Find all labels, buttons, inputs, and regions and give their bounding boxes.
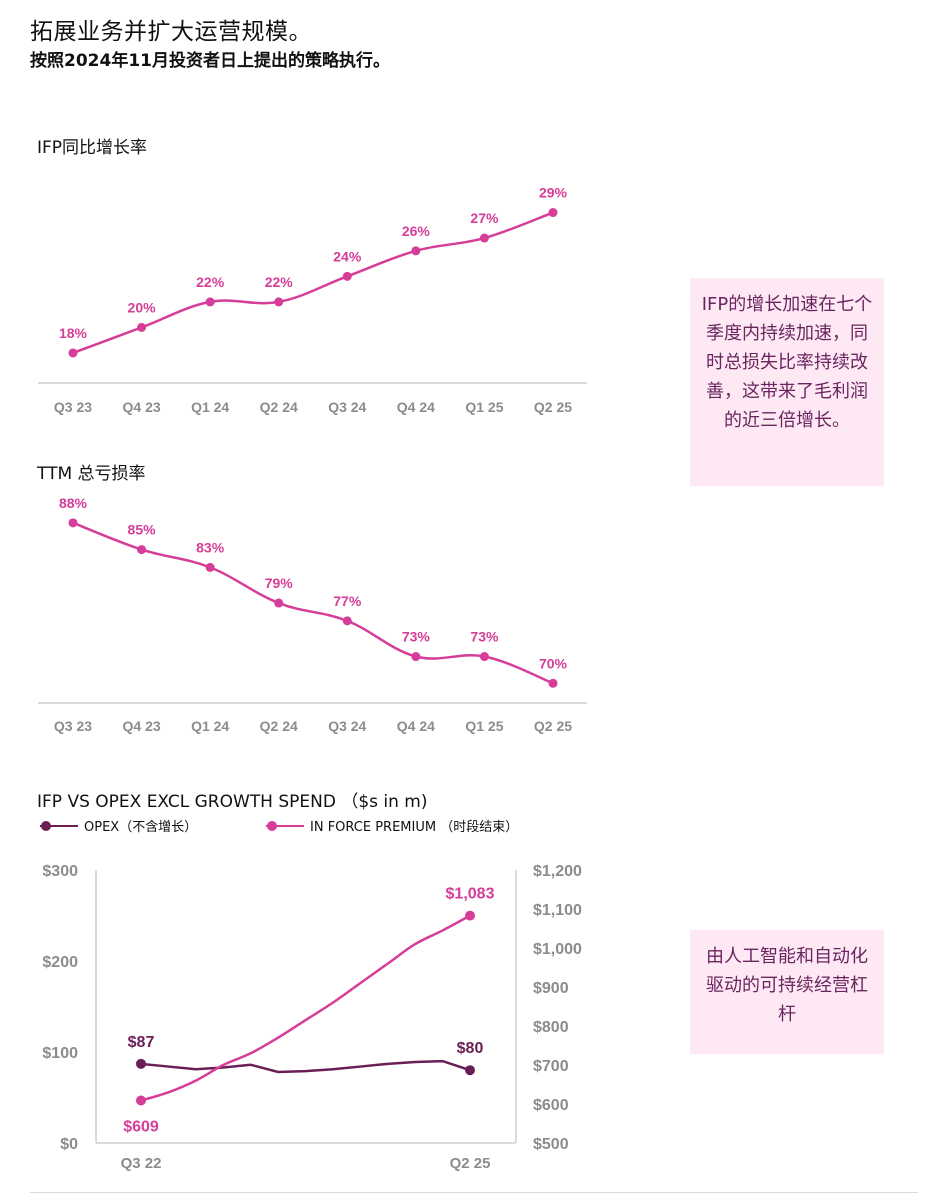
bottom-divider (30, 1192, 918, 1193)
x-tick-label: Q1 25 (465, 399, 503, 415)
legend-opex-label: OPEX（不含增长） (84, 820, 198, 835)
left-tick-label: $300 (42, 863, 78, 880)
data-point (68, 518, 78, 528)
data-point (205, 562, 215, 572)
x-tick-label: Q3 24 (328, 718, 366, 734)
data-point (342, 616, 352, 626)
legend-ifp-label: IN FORCE PREMIUM （时段结束） (310, 820, 519, 835)
ifp-growth-chart-title: IFP同比增长率 (37, 138, 148, 158)
x-tick-label: Q2 24 (260, 399, 298, 415)
opex-point (136, 1058, 146, 1069)
loss-ratio-chart: 88% 85% 83% 79% 77% 73% 73% 70% Q3 23 Q4 23 Q1 24 Q… (38, 495, 587, 734)
legend-opex-swatch (40, 820, 78, 831)
data-label: 24% (333, 248, 362, 264)
data-label: 73% (402, 629, 431, 645)
right-tick-label: $700 (533, 1058, 569, 1075)
opex-line (140, 1059, 471, 1074)
data-label: 22% (196, 274, 225, 290)
x-tick-label: Q4 24 (397, 718, 435, 734)
data-label: 85% (128, 522, 157, 538)
callout-leverage-note: 由人工智能和自动化驱动的可持续经营杠杆 (690, 930, 884, 1054)
data-point (479, 233, 489, 243)
opex-point (465, 1065, 475, 1076)
ifp-start-label: $609 (123, 1118, 159, 1135)
data-label: 20% (128, 299, 157, 315)
ifp-growth-chart: 18% 20% 22% 22% 24% 26% 27% 29% Q3 23 Q4 23 Q1 24 Q… (38, 185, 587, 415)
x-tick-label: Q3 23 (54, 399, 92, 415)
data-point (548, 208, 558, 218)
x-tick-label: Q4 23 (123, 399, 161, 415)
x-tick-label: Q2 25 (534, 718, 572, 734)
page-subtitle: 按照2024年11月投资者日上提出的策略执行。 (30, 51, 390, 71)
left-tick-label: $100 (42, 1045, 78, 1062)
x-tick-label: Q2 25 (450, 1155, 491, 1172)
data-point (479, 652, 489, 662)
ifp-end-label: $1,083 (446, 886, 495, 903)
data-point (548, 678, 558, 688)
series-line (72, 211, 554, 355)
data-label: 79% (265, 575, 294, 591)
data-label: 88% (59, 495, 88, 511)
x-tick-label: Q3 23 (54, 718, 92, 734)
x-tick-label: Q4 23 (123, 718, 161, 734)
right-tick-label: $500 (533, 1136, 569, 1153)
data-label: 22% (265, 274, 294, 290)
data-point (137, 322, 147, 332)
x-tick-label: Q3 22 (121, 1155, 162, 1172)
right-tick-label: $800 (533, 1019, 569, 1036)
data-point (342, 271, 352, 281)
x-tick-label: Q1 24 (191, 399, 229, 415)
data-label: 18% (59, 325, 88, 341)
ifp-line (140, 914, 471, 1102)
x-tick-label: Q1 24 (191, 718, 229, 734)
legend-ifp: IN FORCE PREMIUM （时段结束） (264, 816, 518, 835)
data-label: 70% (539, 655, 568, 671)
data-point (205, 297, 215, 307)
data-label: 83% (196, 539, 225, 555)
data-label: 27% (470, 210, 499, 226)
left-tick-label: $0 (60, 1136, 78, 1153)
x-tick-label: Q2 24 (260, 718, 298, 734)
data-point (411, 246, 421, 256)
loss-ratio-chart-title: TTM 总亏损率 (37, 464, 146, 484)
data-label: 77% (333, 593, 362, 609)
right-tick-label: $1,200 (533, 863, 582, 880)
series-line (72, 521, 554, 685)
x-tick-label: Q2 25 (534, 399, 572, 415)
ifp-opex-chart-title: IFP VS OPEX EXCL GROWTH SPEND （$s in m) (37, 792, 428, 812)
right-tick-label: $600 (533, 1097, 569, 1114)
page-title: 拓展业务并扩大运营规模。 (30, 19, 312, 45)
right-tick-label: $1,000 (533, 941, 582, 958)
ifp-point (136, 1095, 146, 1106)
x-tick-label: Q3 24 (328, 399, 366, 415)
data-point (68, 348, 78, 358)
opex-end-label: $80 (457, 1040, 484, 1057)
callout-growth-note: IFP的增长加速在七个季度内持续加速，同时总损失比率持续改善，这带来了毛利润的近… (690, 278, 884, 486)
opex-start-label: $87 (128, 1034, 155, 1051)
ifp-point (465, 910, 475, 921)
data-label: 26% (402, 223, 431, 239)
data-point (274, 297, 284, 307)
data-point (274, 598, 284, 608)
right-tick-label: $900 (533, 980, 569, 997)
x-tick-label: Q4 24 (397, 399, 435, 415)
data-point (137, 545, 147, 555)
x-tick-label: Q1 25 (465, 718, 503, 734)
data-label: 73% (470, 629, 499, 645)
right-tick-label: $1,100 (533, 902, 582, 919)
left-tick-label: $200 (42, 954, 78, 971)
legend-opex: OPEX（不含增长） (38, 816, 197, 835)
data-point (411, 652, 421, 662)
ifp-opex-chart: $0 $100 $200 $300 $500 $600 $700 $800 $900 $1,000… (42, 863, 582, 1172)
data-label: 29% (539, 185, 568, 201)
legend-ifp-swatch (266, 820, 304, 831)
